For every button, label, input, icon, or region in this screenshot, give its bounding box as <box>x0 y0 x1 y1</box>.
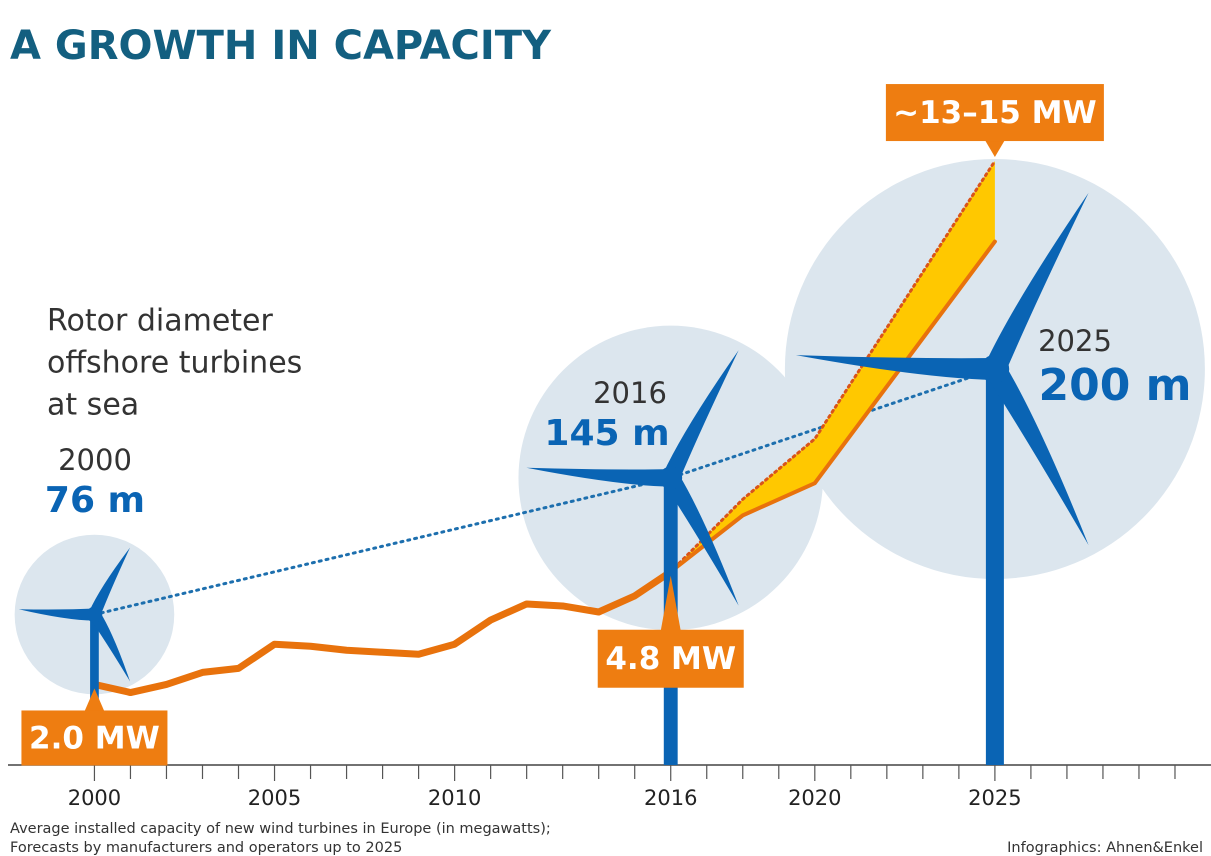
capacity-line <box>90 568 675 697</box>
x-tick-label: 2020 <box>788 786 841 810</box>
blade <box>89 611 131 682</box>
blade <box>662 473 739 606</box>
blade <box>18 608 95 621</box>
x-tick-label: 2000 <box>68 786 121 810</box>
annotation-pointer <box>660 575 681 631</box>
turbine-year: 2016 <box>593 376 667 410</box>
hub <box>980 354 1010 384</box>
turbine-year: 2000 <box>58 443 132 477</box>
tower <box>985 369 1004 765</box>
blade <box>985 192 1089 375</box>
blade <box>662 350 739 483</box>
credit: Infographics: Ahnen&Enkel <box>1007 840 1203 856</box>
annotation-box <box>21 710 168 766</box>
rotor-note: offshore turbines <box>47 346 302 381</box>
x-tick-label: 2010 <box>428 786 481 810</box>
annotation-label: ~13–15 MW <box>893 95 1097 131</box>
rotor-note: at sea <box>47 388 139 423</box>
chart-title: A GROWTH IN CAPACITY <box>10 23 552 69</box>
annotation-box <box>597 629 744 688</box>
rotor-diameter-label: 76 m <box>45 480 145 521</box>
turbine-year: 2025 <box>1038 324 1112 358</box>
rotor-diameter-label: 145 m <box>544 413 669 454</box>
footnote: Forecasts by manufacturers and operators… <box>10 840 402 856</box>
blade <box>526 467 672 487</box>
rotor-diameter-label: 200 m <box>1038 360 1191 411</box>
blade <box>985 363 1089 546</box>
blade <box>795 355 996 380</box>
x-tick-label: 2016 <box>644 786 697 810</box>
hub <box>86 606 103 623</box>
x-tick-label: 2005 <box>248 786 301 810</box>
annotation-label: 2.0 MW <box>29 720 160 756</box>
annotation-box <box>885 84 1104 142</box>
x-tick-label: 2025 <box>968 786 1021 810</box>
rotor-note: Rotor diameter <box>47 304 274 339</box>
footnote: Average installed capacity of new wind t… <box>10 821 551 837</box>
hub <box>659 466 683 490</box>
annotation-pointer <box>984 140 1005 158</box>
blade <box>89 547 131 618</box>
annotation-label: 4.8 MW <box>605 641 736 677</box>
hub-height-line <box>92 367 997 617</box>
annotation-pointer <box>84 688 105 712</box>
